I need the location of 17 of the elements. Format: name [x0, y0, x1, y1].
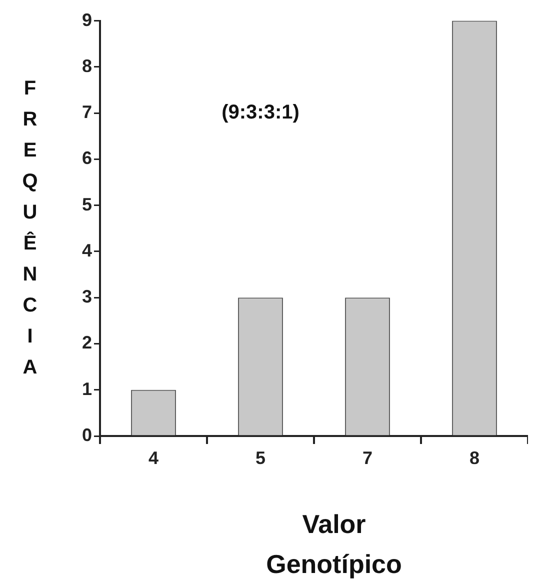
y-tick-label: 4 — [82, 240, 92, 260]
y-tick-label: 2 — [82, 332, 92, 353]
y-tick-label: 8 — [82, 56, 92, 76]
y-tick-label: 0 — [82, 424, 92, 445]
x-tick-label: 5 — [255, 448, 266, 468]
y-tick-label: 1 — [82, 378, 92, 399]
y-tick-label: 3 — [82, 286, 92, 307]
x-tick-label: 4 — [148, 448, 159, 468]
y-tick-label: 5 — [82, 194, 92, 214]
x-axis-title: Valor Genotípico — [266, 509, 402, 580]
y-tick-label: 6 — [82, 148, 92, 168]
x-tick-label: 8 — [469, 448, 480, 468]
text: FREQUÊNCIA — [22, 77, 38, 378]
y-tick-label: 7 — [82, 102, 92, 122]
y-tick-label: 9 — [82, 10, 92, 30]
x-tick-label: 7 — [362, 448, 373, 468]
annotation: (9:3:3:1) — [222, 102, 300, 124]
